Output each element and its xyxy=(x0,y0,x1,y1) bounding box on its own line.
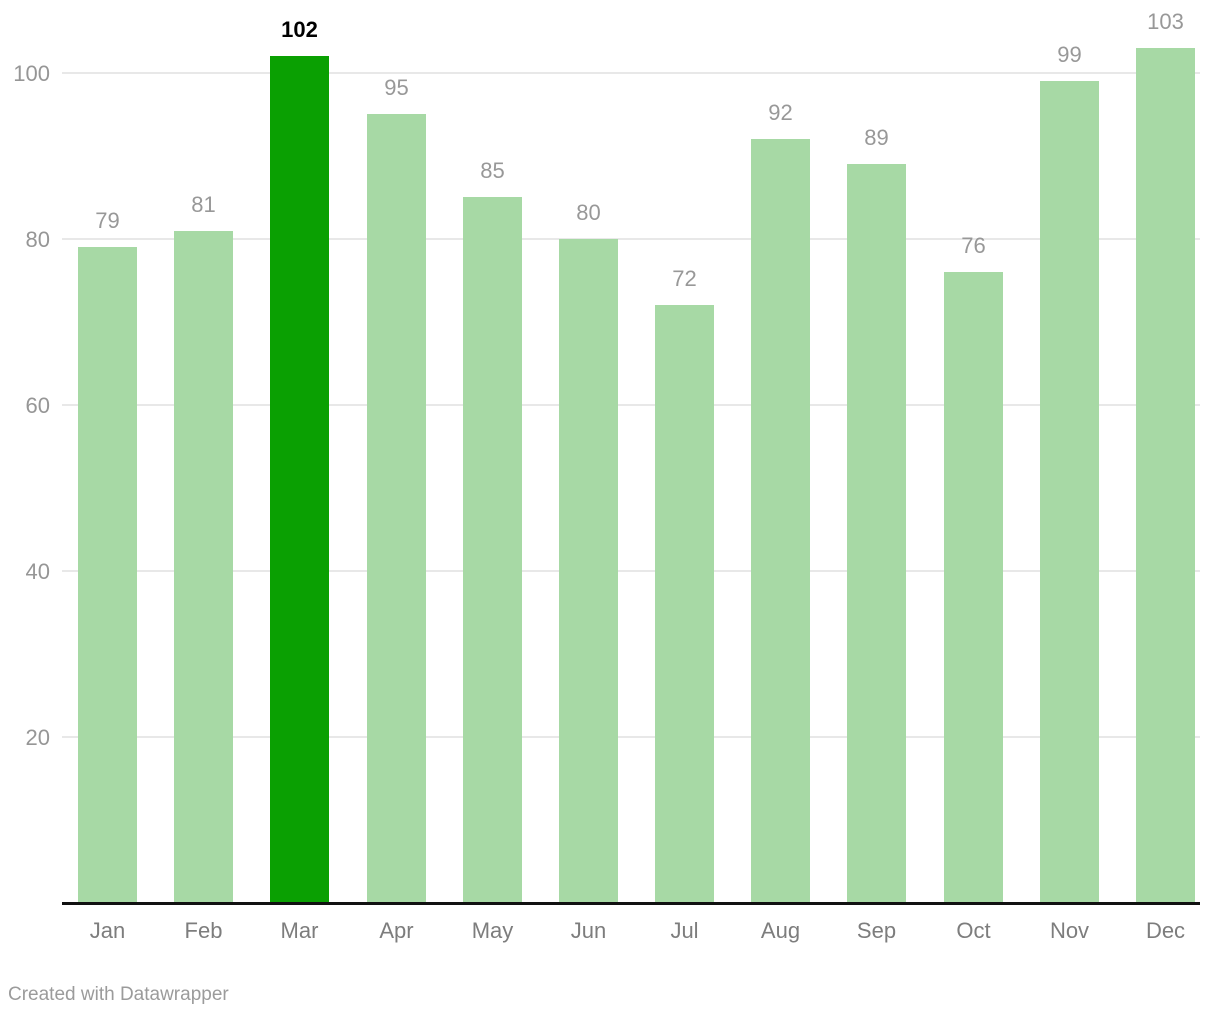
x-axis-label-oct: Oct xyxy=(956,918,991,943)
x-axis-label-feb: Feb xyxy=(184,918,223,943)
value-label-feb: 81 xyxy=(191,192,216,217)
x-axis-label-apr: Apr xyxy=(379,918,414,943)
x-axis-label-mar: Mar xyxy=(280,918,319,943)
x-axis-label-dec: Dec xyxy=(1145,918,1186,943)
bar-jan xyxy=(78,247,137,903)
value-label-jun: 80 xyxy=(576,200,601,225)
value-label-oct: 76 xyxy=(961,233,986,258)
x-axis-label-sep: Sep xyxy=(856,918,897,943)
bar-may xyxy=(463,197,522,903)
value-label-apr: 95 xyxy=(384,75,409,100)
bar-feb xyxy=(174,231,233,903)
x-axis-label-jun: Jun xyxy=(570,918,607,943)
bar-mar xyxy=(270,56,329,903)
x-axis-line xyxy=(62,902,1200,905)
y-axis-tick-label: 60 xyxy=(25,393,50,418)
bar-aug xyxy=(751,139,810,903)
gridline xyxy=(62,736,1200,738)
bar-oct xyxy=(944,272,1003,903)
bar-apr xyxy=(367,114,426,903)
x-axis-label-may: May xyxy=(471,918,514,943)
value-label-sep: 89 xyxy=(864,125,889,150)
bar-nov xyxy=(1040,81,1099,903)
value-label-jul: 72 xyxy=(672,266,697,291)
value-label-nov: 99 xyxy=(1057,42,1082,67)
gridline xyxy=(62,238,1200,240)
bar-jul xyxy=(655,305,714,903)
x-axis-label-jan: Jan xyxy=(89,918,126,943)
x-axis-label-aug: Aug xyxy=(760,918,801,943)
value-label-dec: 103 xyxy=(1147,9,1184,34)
bar-jun xyxy=(559,239,618,903)
y-axis-tick-label: 40 xyxy=(25,559,50,584)
y-axis-tick-label: 20 xyxy=(25,725,50,750)
gridline xyxy=(62,72,1200,74)
x-axis-label-nov: Nov xyxy=(1049,918,1090,943)
bar-sep xyxy=(847,164,906,903)
x-axis-label-jul: Jul xyxy=(670,918,699,943)
y-axis-tick-label: 100 xyxy=(13,61,50,86)
datawrapper-attribution-link[interactable]: Created with Datawrapper xyxy=(8,984,229,1005)
value-label-jan: 79 xyxy=(95,208,120,233)
value-label-may: 85 xyxy=(480,158,505,183)
chart-footer: Created with Datawrapper xyxy=(8,984,229,1006)
bar-dec xyxy=(1136,48,1195,903)
gridline xyxy=(62,570,1200,572)
y-axis-tick-label: 80 xyxy=(25,227,50,252)
gridline xyxy=(62,404,1200,406)
value-label-aug: 92 xyxy=(768,100,793,125)
value-label-mar: 102 xyxy=(281,17,318,42)
